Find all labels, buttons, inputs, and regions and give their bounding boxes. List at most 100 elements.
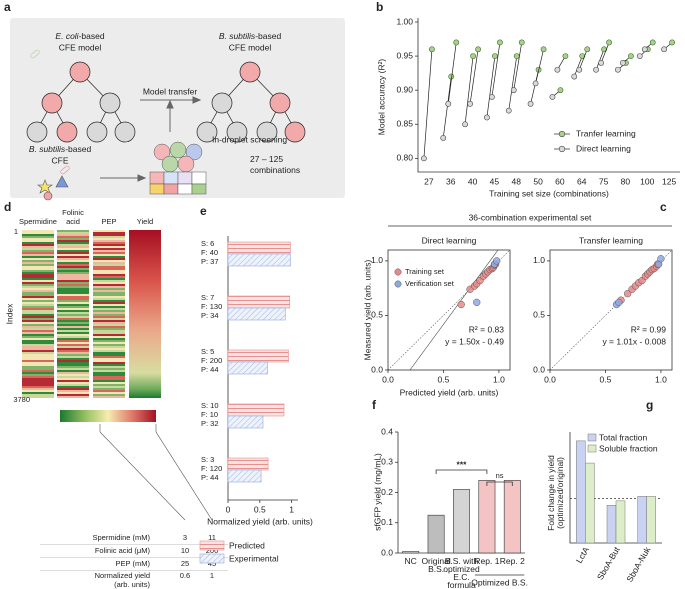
table-row-label: Folinic acid (μM) <box>95 546 151 555</box>
x-tick-label-line: E.C. <box>453 572 470 582</box>
y-tick-label: 1.00 <box>396 16 413 26</box>
bar <box>227 403 285 417</box>
heatmap-stripe <box>57 360 89 362</box>
transfer-point <box>628 53 634 59</box>
heatmap-stripe <box>57 376 89 378</box>
heatmap-stripe <box>93 248 125 250</box>
category-label-line: P: 32 <box>201 419 219 428</box>
heatmap-stripe <box>22 264 54 266</box>
y-tick-label: 0.95 <box>396 50 413 60</box>
heatmap-stripe <box>93 232 125 234</box>
scatter-point <box>473 298 481 307</box>
heatmap-stripe <box>22 302 54 304</box>
heatmap-stripe <box>93 310 125 312</box>
panel-a-box <box>10 18 345 198</box>
heatmap-stripe <box>93 278 125 280</box>
heatmap-stripe <box>22 324 54 326</box>
heatmap-stripe <box>93 316 125 318</box>
pair-connector <box>423 49 433 159</box>
x-tick-label: 1.0 <box>655 374 667 384</box>
category-label-line: F: 120 <box>201 464 222 473</box>
direct-point <box>505 107 512 114</box>
x-tick-label: 40 <box>468 176 478 186</box>
heatmap-stripe <box>22 374 54 376</box>
significance-bracket <box>486 481 513 486</box>
heatmap-stripe <box>57 314 89 316</box>
heatmap-stripe <box>22 260 54 262</box>
direct-point <box>532 80 539 87</box>
table-cell: 11 <box>208 533 216 542</box>
heatmap-stripe <box>22 298 54 300</box>
heatmap-stripe <box>22 378 54 380</box>
pair-connector <box>486 56 496 118</box>
heatmap-stripe <box>22 238 54 240</box>
heatmap-stripe <box>93 382 125 384</box>
pair-connector <box>535 49 544 84</box>
transfer-point <box>669 39 675 46</box>
y-tick-label: 0.5 <box>371 310 383 320</box>
direct-point <box>467 100 473 107</box>
category-label: S: 10 F: 10 P: 32 <box>201 401 219 428</box>
heatmap-stripe <box>57 390 89 392</box>
reagent-icons <box>30 49 70 201</box>
column-header-line: PEP <box>101 217 116 226</box>
heatmap-stripe <box>22 312 54 314</box>
axes <box>417 18 680 173</box>
heatmap-stripe <box>57 278 89 280</box>
x-axis-label: Predicted yield (arb. units) <box>400 387 499 397</box>
heatmap-stripe <box>93 368 125 370</box>
table-cell: 1 <box>210 571 214 580</box>
x-tick-label: 50 <box>533 176 543 186</box>
heatmap-stripe <box>93 328 125 330</box>
heatmap-stripe <box>93 358 125 360</box>
x-tick-label-line: NC <box>405 556 417 566</box>
heatmap-stripe <box>22 306 54 308</box>
panel-label: a <box>4 0 11 14</box>
heatmap-stripe <box>93 242 125 244</box>
category-label: S: 5 F: 200 P: 44 <box>201 347 222 374</box>
heatmap-stripe <box>93 276 125 278</box>
legend-swatch <box>587 444 597 453</box>
legend-label: Experimental <box>229 553 279 563</box>
direct-point <box>489 94 495 100</box>
italic-part: B. subtilis <box>29 144 66 154</box>
transfer-point <box>453 39 460 46</box>
y-tick-label: 0.0 <box>381 547 393 557</box>
model-label: B. subtilis-based <box>29 144 92 154</box>
subplot-title: Direct learning <box>422 235 477 245</box>
heatmap-stripe <box>22 278 54 280</box>
y-tick-label: 0.80 <box>396 153 413 163</box>
heatmap-stripe <box>93 362 125 364</box>
heatmap-stripe <box>57 380 89 382</box>
category-label-line: F: 200 <box>201 356 222 365</box>
heatmap-stripe <box>57 356 89 358</box>
heatmap-stripe <box>93 340 125 342</box>
heatmap-stripe <box>93 336 125 338</box>
droplets <box>149 141 207 195</box>
x-tick-label: 27 <box>424 176 434 186</box>
direct-point <box>554 66 561 73</box>
heatmap-stripe <box>22 294 54 296</box>
panel-label: b <box>376 0 383 14</box>
heatmap-stripe <box>57 296 89 298</box>
table-row-label: PEP (mM) <box>116 559 151 568</box>
heatmap-stripe <box>57 290 89 292</box>
pair-connector <box>595 49 605 70</box>
table-row-label: Spermidine (mM) <box>92 533 150 542</box>
heatmap-stripe <box>22 304 54 306</box>
heatmap-stripe <box>93 284 125 286</box>
heatmap-stripe <box>22 240 54 242</box>
heatmap-stripe <box>93 372 125 374</box>
heatmap-stripe <box>57 316 89 318</box>
heatmap-stripe <box>22 348 54 350</box>
heatmap-stripe <box>22 386 54 388</box>
heatmap-stripe <box>22 282 54 284</box>
heatmap-stripe <box>93 330 125 332</box>
heatmap-stripe <box>57 340 89 342</box>
heatmap-stripe <box>57 388 89 390</box>
heatmap-stripe <box>93 288 125 290</box>
x-tick-label: 0.5 <box>600 374 612 384</box>
y-tick-label: 0.4 <box>381 426 393 436</box>
heatmap-stripe <box>57 342 89 344</box>
combinations-label-line: 27 – 125 <box>250 154 283 164</box>
